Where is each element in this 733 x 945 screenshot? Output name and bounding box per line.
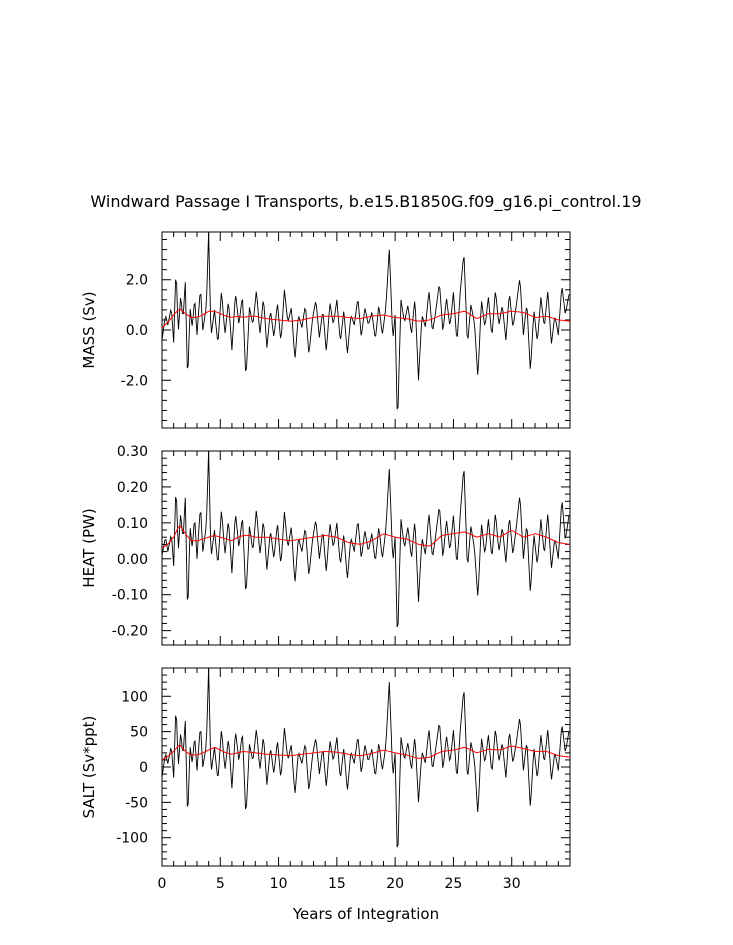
x-tick-label: 25 bbox=[445, 876, 463, 892]
mass-y-tick-label: -2.0 bbox=[121, 373, 148, 389]
heat-y-tick-label: 0.00 bbox=[117, 552, 148, 568]
mass-y-tick-label: 0.0 bbox=[126, 323, 148, 339]
heat-y-tick-label: 0.10 bbox=[117, 516, 148, 532]
salt-raw-series-line bbox=[162, 668, 570, 848]
salt-y-tick-label: -50 bbox=[125, 795, 148, 811]
salt-frame bbox=[161, 667, 571, 867]
salt-y-tick-label: 0 bbox=[139, 760, 148, 776]
salt-y-tick-label: -100 bbox=[116, 831, 148, 847]
heat-frame bbox=[161, 450, 571, 646]
salt-smooth-series-line bbox=[162, 744, 570, 761]
salt-y-tick-label: 50 bbox=[130, 725, 148, 741]
x-tick-label: 30 bbox=[503, 876, 521, 892]
x-axis-label: Years of Integration bbox=[292, 905, 439, 923]
salt-y-tick-label: 100 bbox=[121, 689, 148, 705]
heat-y-tick-label: 0.20 bbox=[117, 480, 148, 496]
mass-y-axis-label: MASS (Sv) bbox=[80, 291, 98, 368]
mass-y-tick-label: 2.0 bbox=[126, 273, 148, 289]
heat-raw-series-line bbox=[162, 451, 570, 628]
chart-title: Windward Passage I Transports, b.e15.B18… bbox=[90, 192, 641, 212]
x-tick-label: 20 bbox=[386, 876, 404, 892]
panel-heat: 0.30 0.20 0.10 0.00 -0.10 -0.20 HEAT (PW) bbox=[80, 444, 571, 646]
x-tick-label: 0 bbox=[158, 876, 167, 892]
heat-y-axis-label: HEAT (PW) bbox=[80, 508, 98, 587]
panel-mass: 2.0 0.0 -2.0 MASS (Sv) bbox=[80, 231, 571, 429]
x-tick-label: 15 bbox=[328, 876, 346, 892]
heat-smooth-series-line bbox=[162, 525, 570, 549]
panels-group: 2.0 0.0 -2.0 MASS (Sv) 0.30 0.20 0.10 0.00 -0.10… bbox=[80, 231, 571, 892]
heat-y-tick-label: -0.10 bbox=[112, 588, 148, 604]
mass-smooth-series-line bbox=[162, 308, 570, 328]
x-tick-label: 10 bbox=[270, 876, 288, 892]
heat-y-tick-label: -0.20 bbox=[112, 624, 148, 640]
salt-y-axis-label: SALT (Sv*ppt) bbox=[80, 716, 98, 819]
heat-y-tick-label: 0.30 bbox=[117, 444, 148, 460]
x-tick-label: 5 bbox=[216, 876, 225, 892]
mass-raw-series-line bbox=[162, 232, 570, 410]
panel-salt: 100 50 0 -50 -100 SALT (Sv*ppt) bbox=[80, 667, 571, 867]
mass-frame bbox=[161, 231, 571, 429]
